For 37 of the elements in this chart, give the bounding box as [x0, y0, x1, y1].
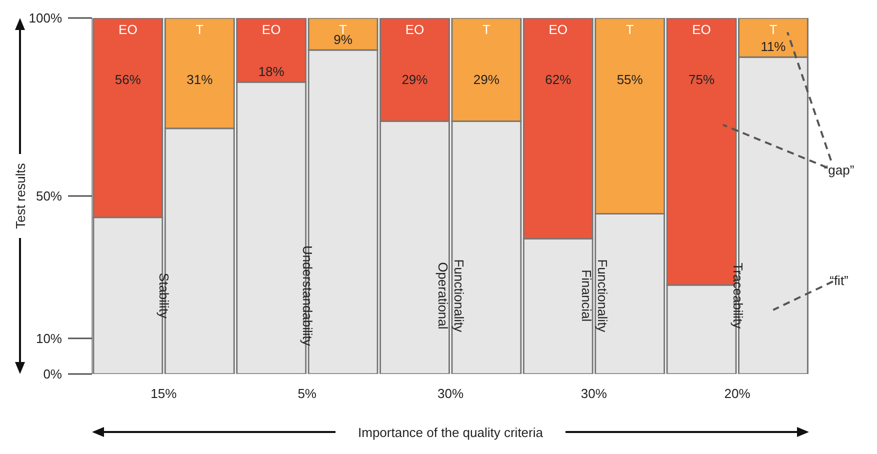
x-tick-label: EO — [405, 22, 424, 37]
data-label: 11% — [760, 39, 786, 54]
y-tick-label: 0% — [43, 366, 62, 382]
text: 30% — [437, 386, 464, 401]
annotation: Traceability — [730, 262, 746, 330]
data-label: 29% — [473, 72, 500, 87]
annotation: Functionality Financial — [578, 259, 610, 333]
y-tick-label: 50% — [36, 188, 62, 204]
annotation: Stability — [156, 272, 172, 319]
y-axis-title: Test results — [13, 162, 28, 229]
text: 5% — [298, 386, 317, 401]
text: “gap” — [824, 162, 854, 178]
text: “fit” — [830, 273, 848, 288]
x-tick-label: EO — [692, 22, 711, 37]
text: 20% — [724, 386, 751, 401]
y-tick-label: 100% — [28, 10, 62, 26]
data-label: 29% — [402, 72, 428, 87]
x-tick-label: T — [196, 22, 204, 37]
x-tick-label: EO — [548, 22, 568, 37]
data-label: 9% — [334, 32, 353, 48]
y-tick-label: 10% — [36, 331, 62, 346]
text: 15% — [150, 386, 178, 401]
x-tick-label: T — [769, 22, 778, 37]
x-tick-label: T — [626, 22, 634, 37]
data-label: 62% — [545, 72, 572, 87]
text: Importance of the quality criteria — [358, 425, 544, 440]
x-tick-label: T — [482, 22, 490, 37]
annotation: Functionality Operational — [436, 259, 466, 333]
data-label: 55% — [616, 72, 644, 87]
data-label: 31% — [186, 72, 214, 87]
x-tick-label: EO — [118, 22, 138, 37]
data-label: 56% — [114, 72, 142, 87]
annotation: Understandability — [300, 245, 316, 346]
text: 30% — [580, 386, 608, 401]
data-label: 75% — [688, 72, 715, 87]
data-label: 18% — [258, 64, 285, 80]
x-tick-label: EO — [262, 22, 281, 37]
